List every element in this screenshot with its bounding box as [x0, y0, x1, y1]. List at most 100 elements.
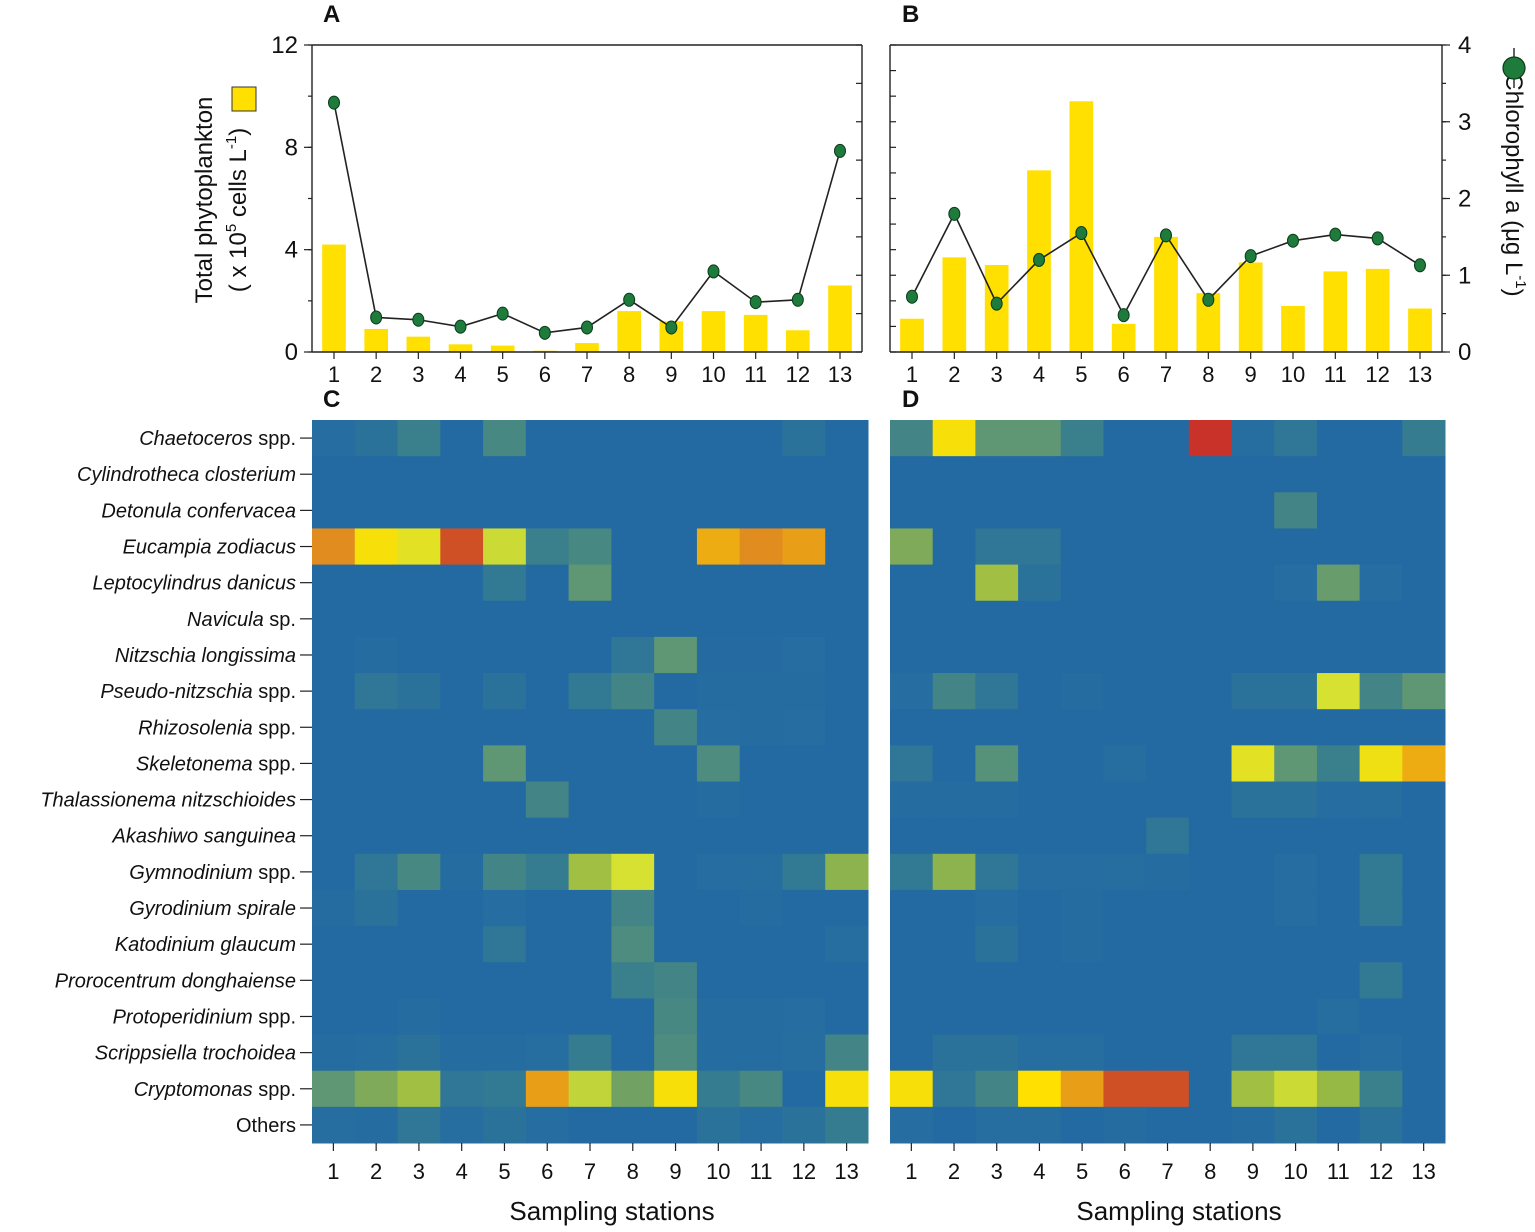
heat-cell-r20-c8	[1188, 1106, 1233, 1144]
heat-cell-r10-c1	[312, 745, 356, 782]
heat-cell-r1-c10	[696, 420, 741, 457]
heat-cell-r19-c7	[1146, 1070, 1190, 1108]
heat-cell-r1-c9	[654, 420, 698, 457]
heat-cell-r12-c10	[696, 817, 741, 855]
heat-x-tick-label: 4	[456, 1159, 468, 1184]
heat-x-tick-label: 1	[327, 1159, 339, 1184]
heat-cell-r15-c1	[312, 926, 356, 963]
heat-cell-r16-c2	[932, 962, 976, 999]
heat-cell-r16-c12	[1359, 962, 1403, 999]
heat-x-tick-label: 3	[413, 1159, 425, 1184]
heat-cell-r20-c5	[483, 1106, 527, 1144]
heat-cell-r13-c2	[932, 853, 976, 891]
heat-cell-r2-c2	[354, 456, 399, 493]
heat-cell-r18-c10	[696, 1034, 741, 1072]
heat-cell-r11-c11	[1316, 781, 1361, 819]
x-tick-label: 6	[1118, 362, 1130, 387]
heat-cell-r4-c13	[1402, 528, 1446, 566]
heat-cell-r1-c11	[1316, 420, 1361, 457]
species-label: Navicula sp.	[187, 609, 296, 631]
panel-a-chl-line	[328, 95, 846, 340]
heat-cell-r13-c3	[397, 853, 441, 891]
y-tick-label: 0	[285, 339, 298, 366]
heat-cell-r15-c6	[1103, 926, 1147, 963]
heat-cell-r9-c11	[739, 709, 783, 746]
heat-cell-r7-c8	[611, 636, 655, 674]
heat-cell-r15-c9	[1231, 926, 1275, 963]
heat-cell-r18-c6	[525, 1034, 570, 1072]
heat-cell-r8-c4	[440, 673, 484, 710]
heat-cell-r18-c13	[825, 1034, 869, 1072]
heat-cell-r16-c5	[483, 962, 527, 999]
heat-cell-r7-c9	[1231, 636, 1275, 674]
heat-cell-r5-c2	[932, 564, 976, 602]
y-tick-label: 0	[1458, 339, 1471, 366]
heat-cell-r6-c11	[739, 600, 783, 638]
species-label: Prorocentrum donghaiense	[55, 970, 296, 992]
heat-cell-r2-c6	[525, 456, 570, 493]
heat-cell-r10-c5	[1060, 745, 1104, 782]
heat-cell-r19-c3	[975, 1070, 1019, 1108]
x-tick-label: 5	[1075, 362, 1087, 387]
heat-cell-r4-c4	[1018, 528, 1062, 566]
heat-cell-r1-c2	[932, 420, 976, 457]
heat-cell-r19-c4	[1018, 1070, 1062, 1108]
heat-cell-r8-c7	[1146, 673, 1190, 710]
x-tick-label: 9	[1245, 362, 1257, 387]
bar-station-8	[617, 311, 641, 352]
heat-cell-r14-c11	[1316, 889, 1361, 927]
heat-cell-r10-c8	[611, 745, 655, 782]
heat-cell-r5-c9	[1231, 564, 1275, 602]
chl-point-station-6	[538, 325, 551, 340]
heat-cell-r8-c7	[568, 673, 612, 710]
heat-cell-r10-c4	[440, 745, 484, 782]
heat-cell-r15-c5	[483, 926, 527, 963]
heat-cell-r15-c9	[654, 926, 698, 963]
chl-point-station-9	[665, 320, 678, 335]
heat-cell-r2-c5	[1060, 456, 1104, 493]
heat-cell-r5-c11	[1316, 564, 1361, 602]
heat-cell-r6-c6	[525, 600, 570, 638]
heat-cell-r4-c8	[611, 528, 655, 566]
chl-point-station-5	[1075, 226, 1088, 241]
heat-cell-r16-c11	[1316, 962, 1361, 999]
heat-cell-r11-c8	[1188, 781, 1233, 819]
panel-c-heatmap	[312, 420, 869, 1144]
heat-cell-r11-c9	[1231, 781, 1275, 819]
heat-cell-r8-c10	[1274, 673, 1318, 710]
heat-cell-r9-c11	[1316, 709, 1361, 746]
heat-cell-r20-c12	[782, 1106, 826, 1144]
chl-line-path	[333, 102, 841, 334]
heat-cell-r3-c11	[739, 492, 783, 529]
heat-cell-r8-c3	[975, 673, 1019, 710]
heat-cell-r7-c3	[975, 636, 1019, 674]
x-tick-label: 11	[744, 362, 767, 387]
heat-cell-r9-c7	[568, 709, 612, 746]
heat-cell-r16-c11	[739, 962, 783, 999]
heat-cell-r13-c6	[525, 853, 570, 891]
heat-cell-r17-c12	[782, 998, 826, 1036]
heat-cell-r11-c8	[611, 781, 655, 819]
panel-c-xlabel: Sampling stations	[509, 1196, 714, 1226]
heat-cell-r7-c13	[825, 636, 869, 674]
heat-cell-r16-c2	[354, 962, 399, 999]
bar-station-12	[1365, 268, 1390, 352]
heat-cell-r12-c5	[483, 817, 527, 855]
heat-cell-r17-c8	[611, 998, 655, 1036]
heat-cell-r6-c4	[440, 600, 484, 638]
heat-cell-r20-c2	[932, 1106, 976, 1144]
heat-cell-r8-c1	[312, 673, 356, 710]
heat-cell-r16-c5	[1060, 962, 1104, 999]
heat-cell-r12-c5	[1060, 817, 1104, 855]
heat-cell-r16-c1	[312, 962, 356, 999]
species-label: Rhizosolenia spp.	[138, 717, 296, 739]
heat-cell-r3-c8	[1188, 492, 1233, 529]
heat-cell-r1-c2	[354, 420, 399, 457]
heat-cell-r9-c4	[440, 709, 484, 746]
heat-cell-r11-c3	[975, 781, 1019, 819]
heat-cell-r15-c3	[397, 926, 441, 963]
heat-cell-r19-c1	[312, 1070, 356, 1108]
heat-cell-r19-c6	[1103, 1070, 1147, 1108]
panel-c-letter: C	[323, 386, 340, 413]
heat-cell-r1-c12	[782, 420, 826, 457]
